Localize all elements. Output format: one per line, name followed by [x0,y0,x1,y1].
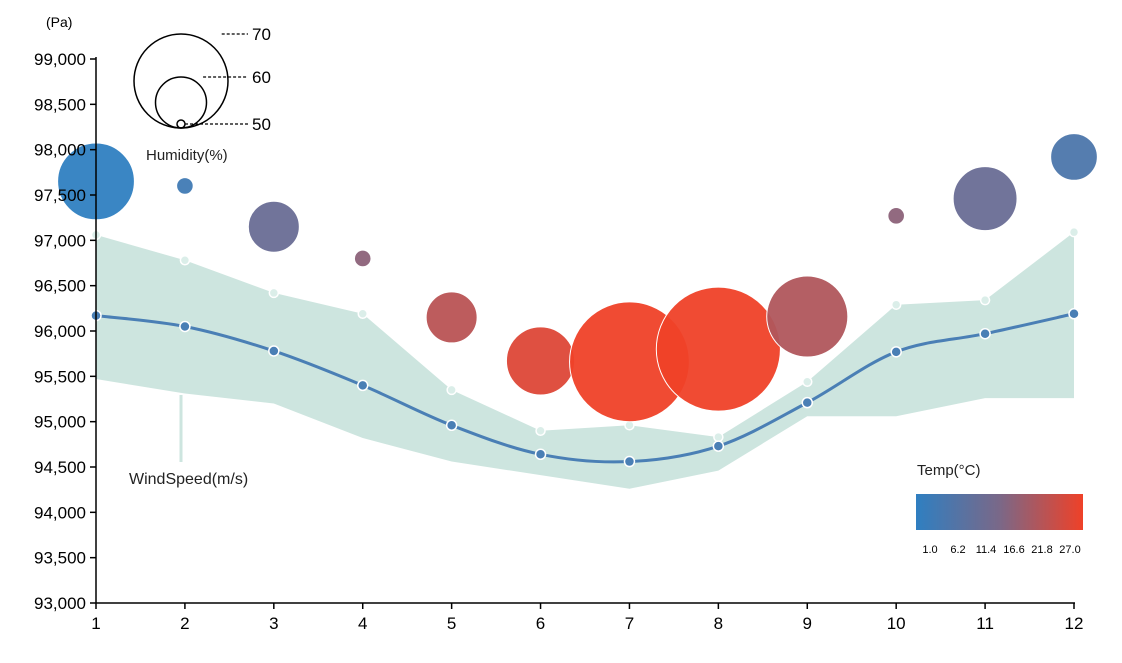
band-upper-point [446,384,457,396]
y-tick-label: 93,000 [34,594,86,613]
x-tick-label: 2 [180,614,189,633]
pressure-line-layer [90,308,1080,468]
pressure-point [534,448,547,461]
x-tick-label: 5 [447,614,456,633]
band-upper-point [179,255,191,266]
x-tick-label: 10 [887,614,906,633]
pressure-point [623,455,636,468]
humidity-bubble [247,200,300,253]
humidity-legend-title: Humidity(%) [146,147,228,164]
y-tick-label: 97,000 [34,231,86,250]
temp-legend-tick: 11.4 [976,544,997,556]
y-tick-label: 96,000 [34,322,86,341]
wind-speed-label: WindSpeed(m/s) [129,471,248,488]
temp-legend-tick: 21.8 [1031,544,1052,556]
x-tick-label: 7 [625,614,634,633]
x-tick-label: 9 [803,614,812,633]
y-tick-label: 97,500 [34,186,86,205]
bubble-layer [57,133,1098,423]
x-tick-label: 4 [358,614,367,633]
x-tick-label: 6 [536,614,545,633]
y-tick-label: 98,000 [34,141,86,160]
band-upper-point [890,299,902,310]
y-tick-label: 94,000 [34,503,86,522]
size-legend-label: 70 [252,25,271,44]
wind-speed-annotation: WindSpeed(m/s) [129,395,248,488]
y-tick-label: 95,500 [34,367,86,386]
humidity-bubble [952,166,1018,232]
size-legend-label: 60 [252,68,271,87]
temp-legend-tick: 27.0 [1059,544,1080,556]
band-upper-point [357,308,368,320]
humidity-bubble [1050,133,1098,181]
humidity-bubble [766,275,849,358]
pressure-point [712,440,725,452]
wind-speed-band-area [96,232,1074,489]
humidity-bubble [887,207,905,225]
temp-gradient-bar [916,494,1083,530]
y-tick-label: 95,000 [34,413,86,432]
x-tick-label: 1 [91,614,100,633]
humidity-bubble [176,177,194,195]
pressure-line [95,312,1075,464]
pressure-point [979,327,991,340]
humidity-bubble [655,286,781,412]
pressure-point [179,320,191,333]
temp-color-legend: Temp(°C) 1.0 6.2 11.4 16.6 21.8 27.0 [916,462,1083,556]
band-upper-point [1068,226,1080,238]
band-upper-point [979,294,991,306]
size-legend-label: 50 [252,115,271,134]
size-legend-circle [176,119,186,129]
temp-legend-tick: 16.6 [1003,544,1024,556]
humidity-bubble [425,291,478,344]
temp-legend-tick: 6.2 [950,544,965,556]
y-unit-label: (Pa) [46,14,72,30]
y-tick-label: 94,500 [34,458,86,477]
pressure-point [801,396,814,409]
y-tick-label: 99,000 [34,50,86,69]
pressure-point [1068,308,1080,320]
temp-legend-tick: 1.0 [922,544,937,556]
band-upper-point [802,376,813,388]
humidity-size-legend: 70 60 50 [133,25,271,134]
pressure-point [445,419,458,432]
pressure-point [268,345,280,357]
x-tick-label: 12 [1065,614,1084,633]
y-tick-label: 93,500 [34,549,86,568]
x-tick-label: 11 [976,614,994,633]
y-tick-label: 98,500 [34,95,86,114]
pressure-point [356,379,369,392]
pressure-point [890,346,902,358]
y-tick-label: 96,500 [34,277,86,296]
band-upper-point [535,425,546,436]
band-upper-point [268,287,280,299]
x-tick-label: 3 [269,614,278,633]
humidity-bubble [505,326,576,396]
wind-speed-band-layer [90,226,1080,489]
humidity-bubble [353,249,372,268]
axes-layer: 93,000 93,500 94,000 94,500 95,000 95,500 96,0… [34,50,1083,633]
band-upper-point [713,431,724,443]
size-legend-circle [133,33,229,129]
x-tick-label: 8 [714,614,723,633]
temp-legend-title: Temp(°C) [917,462,981,479]
